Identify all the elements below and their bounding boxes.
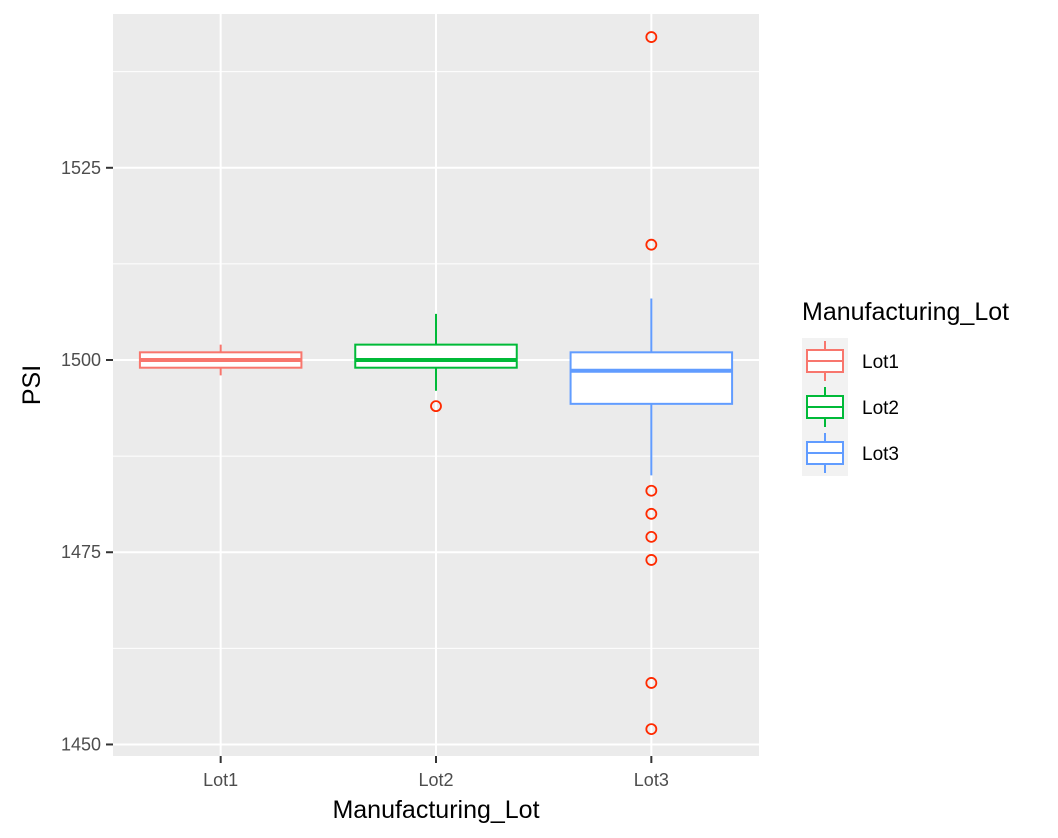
y-tick-label: 1500	[61, 350, 101, 370]
outlier-point	[645, 238, 658, 251]
y-axis-title: PSI	[18, 365, 46, 405]
x-tick-label: Lot2	[418, 770, 453, 790]
box-lot3	[569, 298, 734, 476]
legend: Manufacturing_Lot Lot1 Lot2 Lot3	[802, 298, 1009, 476]
box-lot2	[354, 313, 518, 391]
x-tick-label: Lot1	[203, 770, 238, 790]
outlier-point	[645, 31, 658, 43]
legend-item-lot2: Lot2	[802, 384, 899, 430]
outlier-point	[645, 530, 658, 543]
y-tick-label: 1525	[61, 158, 101, 178]
legend-label: Lot2	[862, 398, 899, 419]
x-tick-label: Lot3	[634, 770, 669, 790]
legend-title: Manufacturing_Lot	[802, 298, 1009, 326]
outlier-point	[645, 554, 658, 566]
box-iqr	[569, 351, 734, 405]
outlier-point	[645, 677, 658, 689]
box-iqr	[354, 343, 518, 369]
boxes	[138, 298, 734, 476]
legend-label: Lot1	[862, 352, 899, 373]
x-axis: Lot1 Lot2 Lot3	[203, 756, 669, 790]
outlier-point	[645, 484, 658, 497]
outlier-point	[645, 507, 658, 520]
legend-label: Lot3	[862, 444, 899, 465]
legend-item-lot3: Lot3	[802, 430, 899, 476]
box-lot1	[138, 344, 303, 376]
outlier-point	[645, 723, 658, 735]
outliers	[430, 31, 658, 735]
y-axis: 1450 1475 1500 1525	[61, 158, 113, 754]
outlier-point	[430, 400, 442, 413]
y-tick-label: 1475	[61, 542, 101, 562]
y-tick-label: 1450	[61, 734, 101, 754]
legend-item-lot1: Lot1	[802, 338, 899, 384]
x-axis-title: Manufacturing_Lot	[332, 796, 539, 824]
